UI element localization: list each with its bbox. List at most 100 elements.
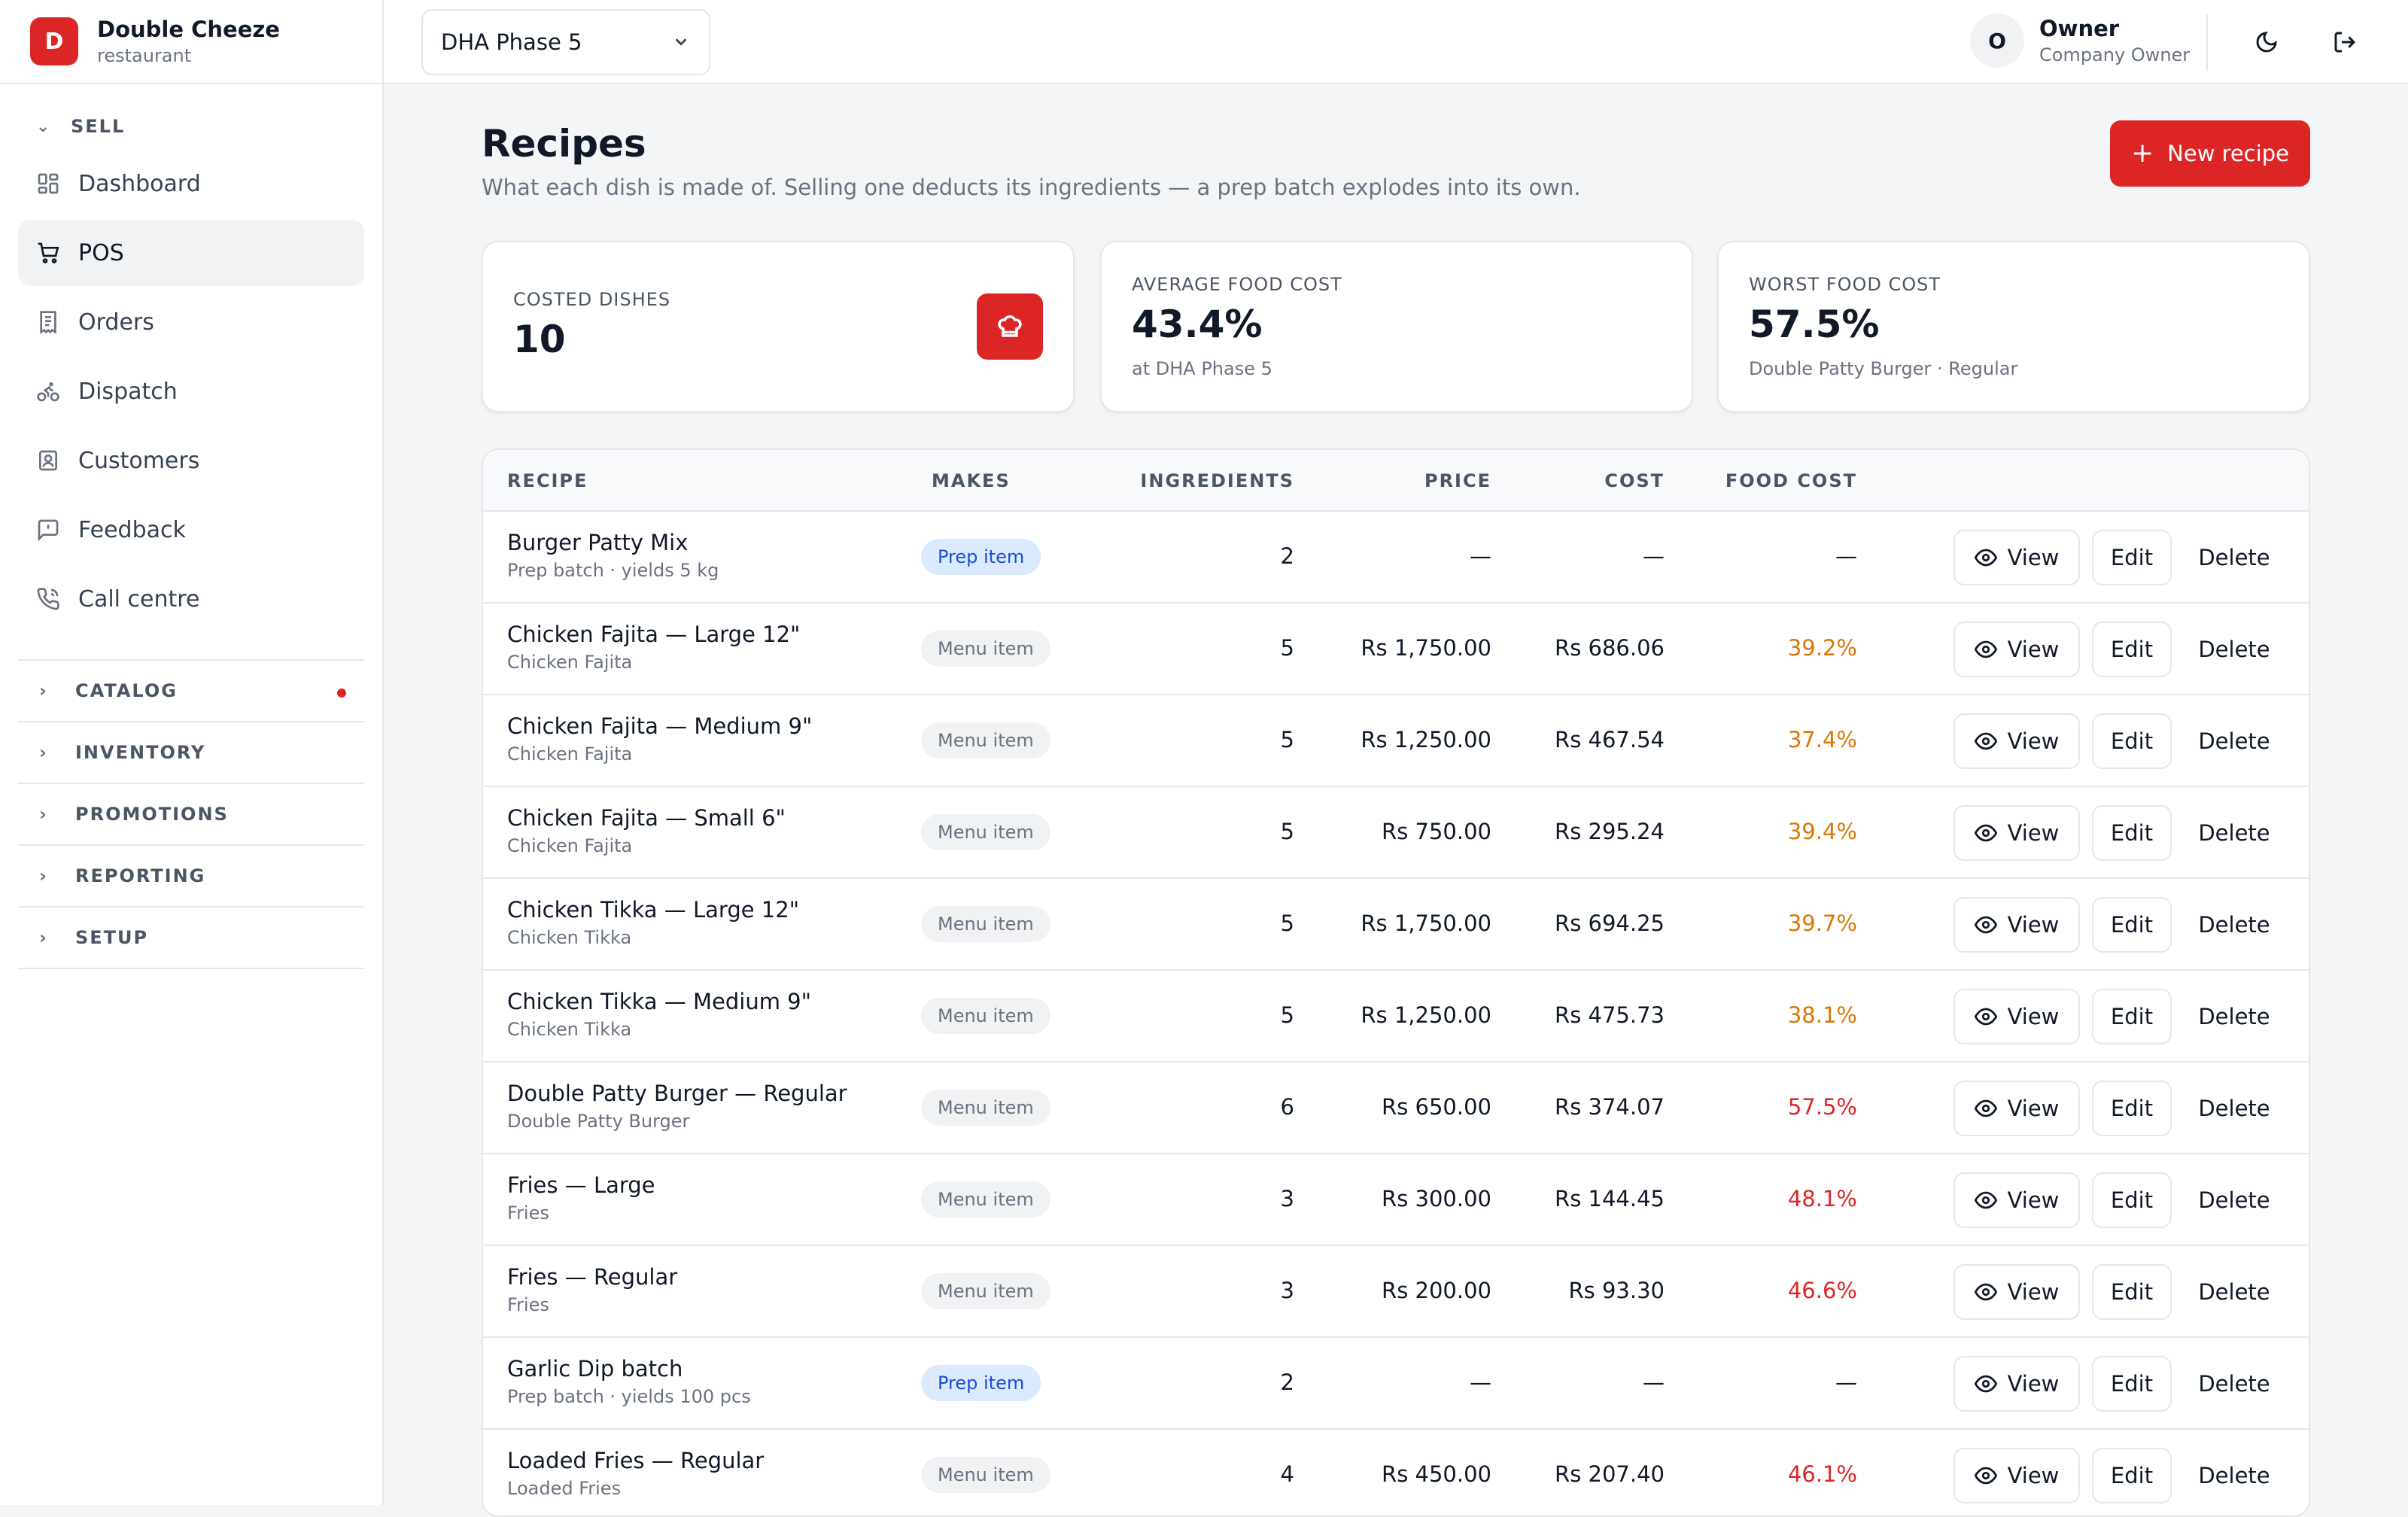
delete-label: Delete	[2198, 545, 2270, 570]
delete-button[interactable]: Delete	[2185, 1356, 2283, 1412]
view-button[interactable]: View	[1953, 1448, 2080, 1503]
edit-button[interactable]: Edit	[2092, 713, 2172, 769]
edit-button[interactable]: Edit	[2092, 1264, 2172, 1320]
price-value: Rs 750.00	[1382, 819, 1491, 844]
edit-button[interactable]: Edit	[2092, 1172, 2172, 1228]
column-header-price[interactable]: PRICE	[1424, 470, 1491, 491]
recipe-subtitle: Chicken Tikka	[507, 1019, 632, 1040]
view-button[interactable]: View	[1953, 805, 2080, 861]
view-button[interactable]: View	[1953, 1081, 2080, 1136]
stat-label: AVERAGE FOOD COST	[1132, 274, 1342, 295]
user-menu[interactable]: O Owner Company Owner	[1970, 14, 2190, 68]
table-row[interactable]: Fries — Large Fries Menu item 3 Rs 300.00 Rs …	[483, 1154, 2309, 1246]
edit-button[interactable]: Edit	[2092, 1356, 2172, 1412]
nav-group-catalog[interactable]: › CATALOG	[18, 659, 364, 721]
ingredients-count: 2	[1280, 543, 1294, 569]
view-button[interactable]: View	[1953, 1172, 2080, 1228]
food-cost-value: 46.6%	[1787, 1278, 1857, 1303]
table-row[interactable]: Fries — Regular Fries Menu item 3 Rs 200.00 R…	[483, 1246, 2309, 1338]
column-header-recipe[interactable]: RECIPE	[507, 470, 588, 491]
edit-button[interactable]: Edit	[2092, 897, 2172, 953]
stat-label: WORST FOOD COST	[1749, 274, 1941, 295]
view-button[interactable]: View	[1953, 713, 2080, 769]
food-cost-value: 39.2%	[1787, 635, 1857, 661]
sidebar-item-pos[interactable]: POS	[18, 220, 364, 286]
delete-button[interactable]: Delete	[2185, 1081, 2283, 1136]
new-recipe-button[interactable]: + New recipe	[2110, 120, 2310, 187]
delete-button[interactable]: Delete	[2185, 897, 2283, 953]
phone-icon	[37, 588, 59, 610]
page-subtitle: What each dish is made of. Selling one d…	[482, 175, 1581, 200]
edit-button[interactable]: Edit	[2092, 1448, 2172, 1503]
sidebar-item-label: Orders	[78, 309, 154, 336]
ingredients-count: 5	[1280, 819, 1294, 844]
column-header-food-cost[interactable]: FOOD COST	[1725, 470, 1857, 491]
edit-button[interactable]: Edit	[2092, 1081, 2172, 1136]
dashboard-icon	[38, 173, 59, 194]
nav-group-promotions[interactable]: › PROMOTIONS	[18, 783, 364, 844]
view-button[interactable]: View	[1953, 1356, 2080, 1412]
nav-group-sell[interactable]: ⌄ SELL	[18, 105, 364, 147]
nav-group-setup[interactable]: › SETUP	[18, 906, 364, 968]
edit-label: Edit	[2110, 1096, 2154, 1121]
ingredients-count: 6	[1280, 1094, 1294, 1120]
edit-button[interactable]: Edit	[2092, 805, 2172, 861]
nav-group-reporting[interactable]: › REPORTING	[18, 844, 364, 906]
receipt-icon	[40, 311, 56, 334]
sidebar-item-call-centre[interactable]: Call centre	[18, 566, 364, 632]
stat-value: 10	[513, 318, 566, 361]
table-row[interactable]: Chicken Fajita — Large 12" Chicken Fajita…	[483, 603, 2309, 695]
column-header-cost[interactable]: COST	[1604, 470, 1665, 491]
sidebar-item-label: POS	[78, 239, 124, 266]
view-button[interactable]: View	[1953, 897, 2080, 953]
theme-toggle-button[interactable]	[2245, 21, 2288, 63]
edit-button[interactable]: Edit	[2092, 622, 2172, 677]
edit-button[interactable]: Edit	[2092, 989, 2172, 1044]
delete-button[interactable]: Delete	[2185, 530, 2283, 585]
column-header-ingredients[interactable]: INGREDIENTS	[1140, 470, 1294, 491]
delete-button[interactable]: Delete	[2185, 713, 2283, 769]
recipe-subtitle: Prep batch · yields 5 kg	[507, 560, 719, 581]
view-button[interactable]: View	[1953, 989, 2080, 1044]
view-button[interactable]: View	[1953, 530, 2080, 585]
brand[interactable]: D Double Cheeze restaurant	[0, 0, 382, 84]
delete-button[interactable]: Delete	[2185, 1172, 2283, 1228]
delete-button[interactable]: Delete	[2185, 1448, 2283, 1503]
sidebar-item-feedback[interactable]: Feedback	[18, 497, 364, 563]
table-row[interactable]: Double Patty Burger — Regular Double Patt…	[483, 1063, 2309, 1154]
price-value: Rs 200.00	[1382, 1278, 1491, 1303]
table-row[interactable]: Burger Patty Mix Prep batch · yields 5 kg…	[483, 512, 2309, 603]
table-row[interactable]: Chicken Fajita — Small 6" Chicken Fajita M…	[483, 787, 2309, 879]
chevron-right-icon: ›	[39, 804, 48, 825]
table-row[interactable]: Garlic Dip batch Prep batch · yields 100 …	[483, 1338, 2309, 1430]
nav-group-inventory[interactable]: › INVENTORY	[18, 721, 364, 783]
food-cost-value: —	[1835, 543, 1857, 569]
branch-select-value: DHA Phase 5	[441, 29, 582, 55]
table-row[interactable]: Chicken Fajita — Medium 9" Chicken Fajita…	[483, 695, 2309, 787]
column-header-makes[interactable]: MAKES	[932, 470, 1011, 491]
cost-value: Rs 295.24	[1555, 819, 1665, 844]
delete-button[interactable]: Delete	[2185, 1264, 2283, 1320]
sidebar-item-customers[interactable]: Customers	[18, 427, 364, 494]
logout-button[interactable]	[2324, 21, 2366, 63]
delete-button[interactable]: Delete	[2185, 805, 2283, 861]
recipe-name: Chicken Fajita — Medium 9"	[507, 713, 813, 739]
nav-group-label: REPORTING	[75, 865, 206, 886]
edit-label: Edit	[2110, 1187, 2154, 1213]
table-row[interactable]: Chicken Tikka — Medium 9" Chicken Tikka Me…	[483, 971, 2309, 1063]
edit-button[interactable]: Edit	[2092, 530, 2172, 585]
view-button[interactable]: View	[1953, 622, 2080, 677]
view-button[interactable]: View	[1953, 1264, 2080, 1320]
sidebar-item-label: Feedback	[78, 516, 186, 543]
sidebar-item-dispatch[interactable]: Dispatch	[18, 358, 364, 424]
delete-label: Delete	[2198, 637, 2270, 662]
delete-button[interactable]: Delete	[2185, 622, 2283, 677]
delete-button[interactable]: Delete	[2185, 989, 2283, 1044]
sidebar-item-dashboard[interactable]: Dashboard	[18, 150, 364, 217]
sidebar-item-orders[interactable]: Orders	[18, 289, 364, 355]
makes-badge: Menu item	[921, 722, 1050, 758]
branch-select[interactable]: DHA Phase 5	[421, 9, 710, 75]
table-row[interactable]: Chicken Tikka — Large 12" Chicken Tikka Me…	[483, 879, 2309, 971]
table-row[interactable]: Loaded Fries — Regular Loaded Fries Menu i…	[483, 1430, 2309, 1515]
delete-label: Delete	[2198, 1463, 2270, 1488]
